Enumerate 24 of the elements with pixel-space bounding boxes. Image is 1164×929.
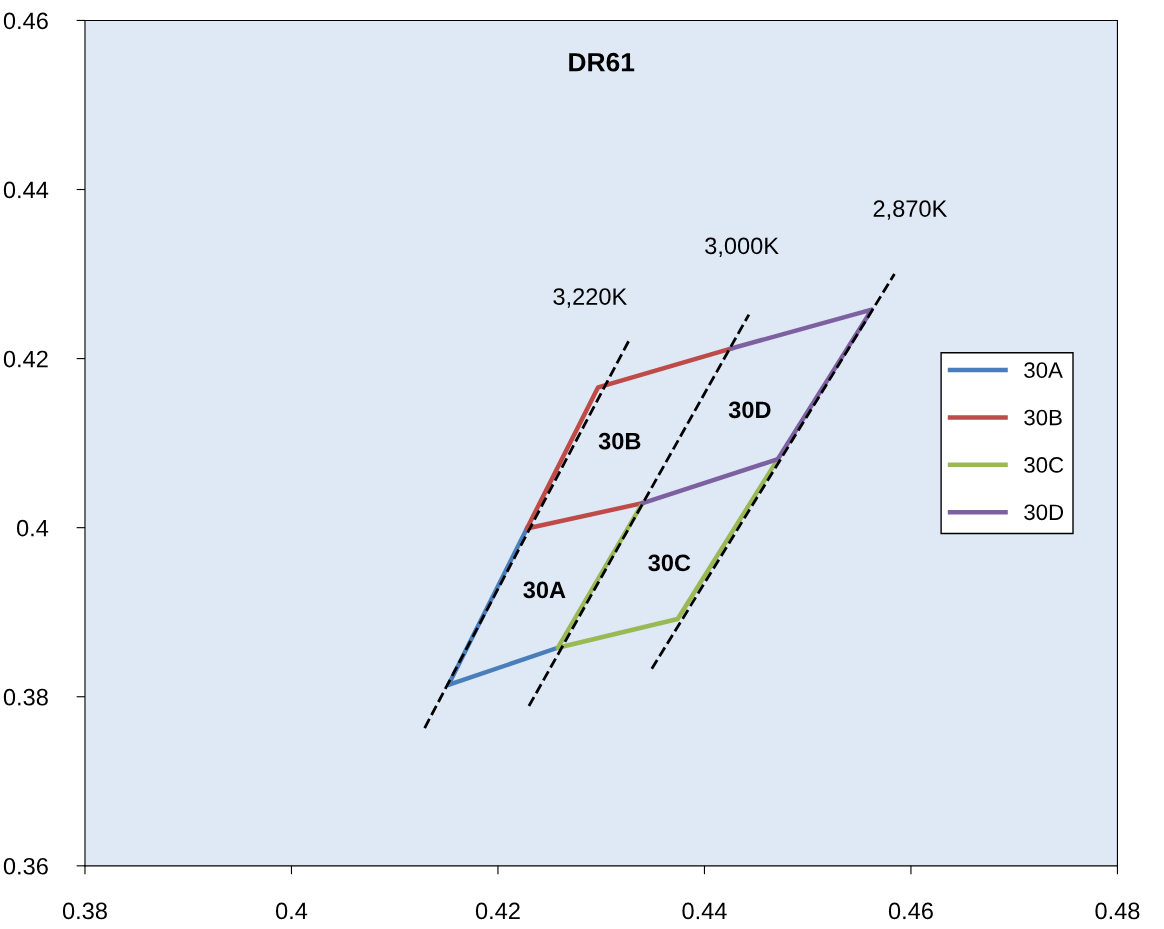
y-tick-label: 0.46	[3, 12, 48, 30]
annotation: 30A	[523, 581, 566, 599]
x-tick-label: 0.46	[888, 902, 933, 920]
annotation: 2,870K	[873, 200, 948, 220]
legend-label: 30A	[1024, 362, 1063, 379]
y-tick-label: 0.44	[3, 181, 49, 199]
annotation: 30B	[598, 432, 641, 450]
x-tick-label: 0.48	[1095, 902, 1140, 920]
x-tick-label: 0.42	[475, 902, 520, 920]
text: DR61	[569, 52, 635, 72]
y-tick-label: 0.4	[16, 519, 49, 537]
x-tick-label: 0.44	[682, 902, 727, 920]
x-tick-label: 0.4	[275, 902, 308, 920]
annotation: 30D	[728, 401, 771, 419]
legend-label: 30D	[1024, 504, 1064, 521]
annotation: 3,000K	[705, 237, 779, 257]
legend-label: 30B	[1024, 409, 1062, 426]
annotation: 30C	[648, 554, 691, 572]
y-tick-label: 0.38	[3, 688, 48, 706]
x-tick-label: 0.38	[62, 902, 107, 920]
annotation: 3,220K	[553, 288, 627, 308]
y-tick-label: 0.42	[3, 350, 48, 368]
y-tick-label: 0.36	[3, 857, 48, 875]
legend-label: 30C	[1024, 457, 1064, 473]
